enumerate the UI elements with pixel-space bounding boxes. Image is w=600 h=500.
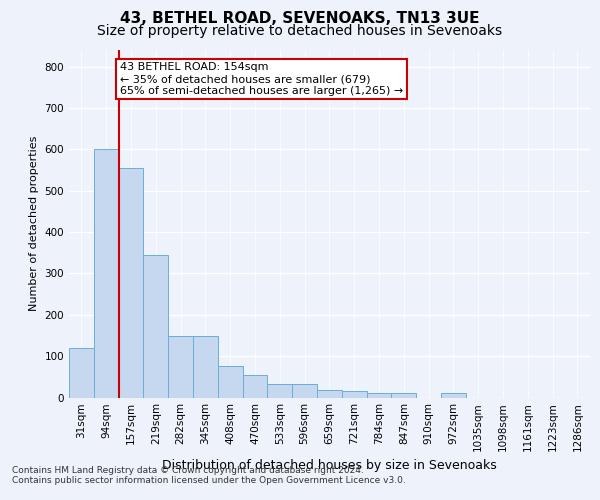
Bar [441,394,466,398]
Bar [193,336,218,398]
Bar [391,394,416,398]
Text: Size of property relative to detached houses in Sevenoaks: Size of property relative to detached ho… [97,24,503,38]
Text: Contains public sector information licensed under the Open Government Licence v3: Contains public sector information licen… [12,476,406,485]
Bar [168,336,193,398]
Bar [143,255,168,398]
Bar [342,392,367,398]
X-axis label: Distribution of detached houses by size in Sevenoaks: Distribution of detached houses by size … [162,460,497,472]
Bar [268,384,292,398]
Bar [69,348,94,398]
Bar [242,374,268,398]
Y-axis label: Number of detached properties: Number of detached properties [29,136,39,312]
Text: Contains HM Land Registry data © Crown copyright and database right 2024.: Contains HM Land Registry data © Crown c… [12,466,364,475]
Bar [119,168,143,398]
Bar [218,366,242,398]
Text: 43, BETHEL ROAD, SEVENOAKS, TN13 3UE: 43, BETHEL ROAD, SEVENOAKS, TN13 3UE [120,11,480,26]
Text: 43 BETHEL ROAD: 154sqm
← 35% of detached houses are smaller (679)
65% of semi-de: 43 BETHEL ROAD: 154sqm ← 35% of detached… [120,62,403,96]
Bar [94,150,119,398]
Bar [292,384,317,398]
Bar [367,394,391,398]
Bar [317,390,342,398]
